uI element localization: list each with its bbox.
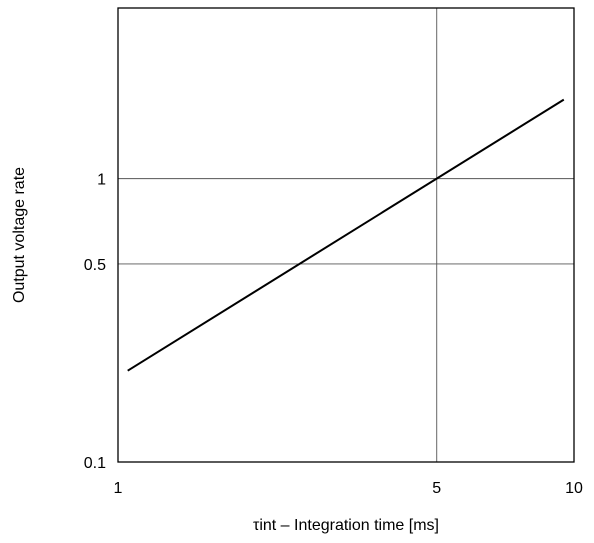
x-tick-label: 10: [565, 480, 583, 497]
x-axis-label: τint – Integration time [ms]: [253, 517, 439, 534]
y-tick-label: 0.5: [84, 257, 106, 274]
series-group: [127, 98, 565, 372]
series-line: [127, 98, 565, 372]
y-tick-labels: 0.1 0.5 1: [84, 172, 106, 472]
x-tick-label: 1: [114, 480, 123, 497]
grid: [118, 8, 574, 462]
plot-frame: [117, 7, 575, 463]
y-axis-label: Output voltage rate: [11, 167, 28, 303]
x-tick-labels: 1 5 10: [114, 480, 583, 497]
x-tick-label: 5: [432, 480, 441, 497]
y-tick-label: 0.1: [84, 455, 106, 472]
y-tick-label: 1: [97, 172, 106, 189]
